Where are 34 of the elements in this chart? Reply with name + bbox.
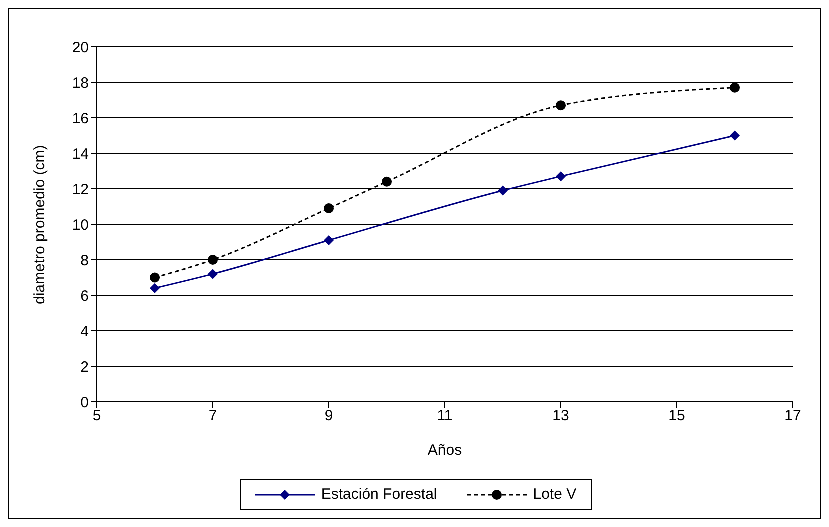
point — [382, 176, 392, 187]
y-tick-label: 2 — [80, 358, 89, 376]
y-tick-label: 6 — [80, 288, 89, 305]
y-tick-label: 0 — [80, 394, 89, 412]
x-tick-label: 9 — [324, 408, 334, 425]
y-tick-label: 20 — [72, 39, 89, 56]
point — [150, 272, 160, 283]
y-tick-label: 14 — [72, 146, 89, 163]
y-tick-label: 4 — [80, 323, 89, 340]
point — [556, 100, 566, 111]
x-tick-label: 11 — [437, 408, 453, 425]
point — [208, 255, 218, 265]
x-tick-label: 13 — [552, 408, 570, 425]
y-axis-title: diametro promedio (cm) — [31, 145, 48, 304]
point — [730, 82, 740, 93]
point — [150, 283, 160, 294]
point — [498, 186, 508, 196]
x-tick-label: 15 — [668, 408, 686, 425]
y-tick-label: 12 — [72, 181, 89, 198]
legend-label: Estación Forestal — [320, 486, 438, 503]
y-tick-label: 10 — [72, 216, 89, 234]
y-tick-label: 16 — [72, 110, 89, 128]
x-tick-label: 17 — [784, 408, 802, 425]
x-tick-label: 7 — [208, 408, 218, 425]
point — [730, 130, 740, 141]
point — [556, 172, 566, 182]
y-tick-label: 18 — [72, 74, 89, 92]
y-tick-label: 8 — [80, 252, 89, 270]
legend-label: Lote V — [532, 486, 577, 503]
point — [208, 269, 218, 280]
x-tick-label: 5 — [92, 408, 102, 425]
x-axis-title: Años — [428, 442, 462, 459]
point — [324, 235, 334, 246]
point — [324, 204, 334, 214]
